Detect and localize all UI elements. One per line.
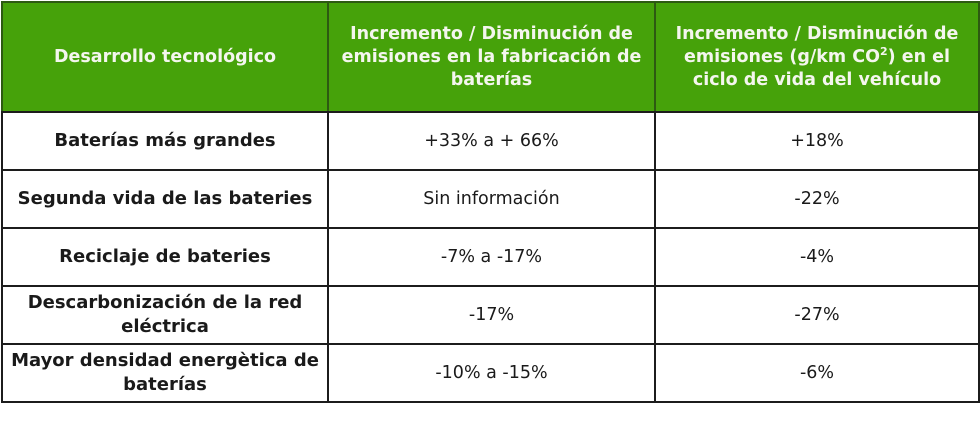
header-lifecycle-text-post: ) en el ciclo de vida del vehículo	[692, 46, 951, 90]
cell-technology: Reciclaje de bateries	[1, 227, 329, 287]
cell-lifecycle-emissions: -27%	[654, 285, 980, 345]
table-header: Desarrollo tecnológico Incremento / Dism…	[1, 1, 980, 113]
cell-technology: Baterías más grandes	[1, 111, 329, 171]
header-row: Desarrollo tecnológico Incremento / Dism…	[1, 1, 980, 113]
cell-lifecycle-emissions: -22%	[654, 169, 980, 229]
table-row: Segunda vida de las bateries Sin informa…	[1, 169, 980, 229]
header-lifecycle-text-pre: Incremento / Disminución de emisiones (g…	[675, 23, 959, 67]
cell-technology: Segunda vida de las bateries	[1, 169, 329, 229]
table-row: Descarbonización de la red eléctrica -17…	[1, 285, 980, 345]
cell-manufacturing-emissions: -10% a -15%	[327, 343, 656, 403]
cell-lifecycle-emissions: +18%	[654, 111, 980, 171]
cell-manufacturing-emissions: Sin información	[327, 169, 656, 229]
table-row: Mayor densidad energètica de baterías -1…	[1, 343, 980, 403]
cell-lifecycle-emissions: -6%	[654, 343, 980, 403]
cell-manufacturing-emissions: -7% a -17%	[327, 227, 656, 287]
header-technology: Desarrollo tecnológico	[1, 1, 329, 113]
cell-manufacturing-emissions: +33% a + 66%	[327, 111, 656, 171]
emissions-table: Desarrollo tecnológico Incremento / Dism…	[1, 1, 980, 403]
cell-lifecycle-emissions: -4%	[654, 227, 980, 287]
header-lifecycle-superscript: 2	[879, 44, 888, 58]
header-manufacturing-emissions: Incremento / Disminución de emisiones en…	[327, 1, 656, 113]
table-row: Baterías más grandes +33% a + 66% +18%	[1, 111, 980, 171]
table-body: Baterías más grandes +33% a + 66% +18% S…	[1, 111, 980, 403]
cell-manufacturing-emissions: -17%	[327, 285, 656, 345]
header-lifecycle-emissions: Incremento / Disminución de emisiones (g…	[654, 1, 980, 113]
cell-technology: Mayor densidad energètica de baterías	[1, 343, 329, 403]
cell-technology: Descarbonización de la red eléctrica	[1, 285, 329, 345]
table-row: Reciclaje de bateries -7% a -17% -4%	[1, 227, 980, 287]
